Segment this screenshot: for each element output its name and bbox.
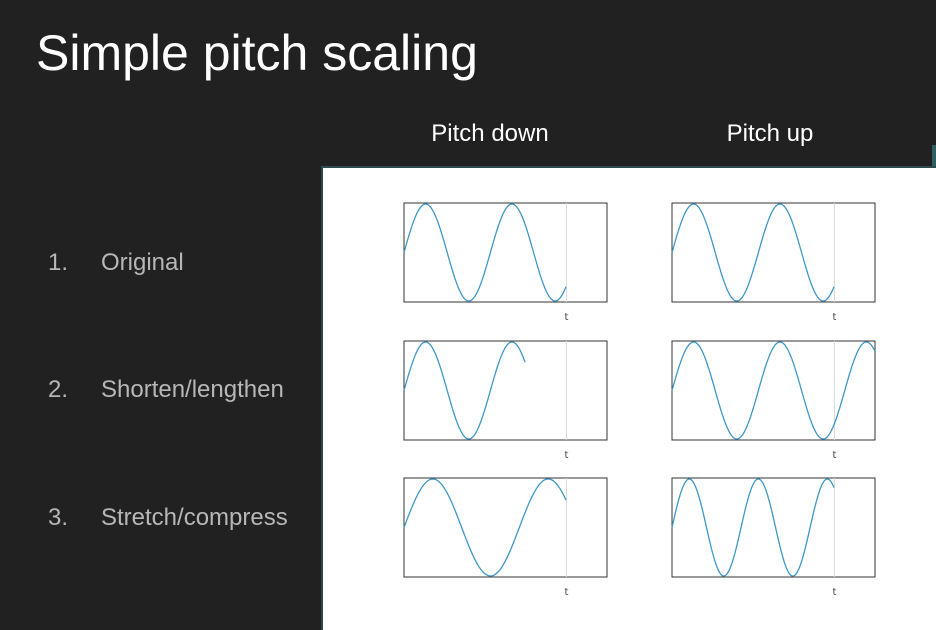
- x-axis-label-t: t: [832, 450, 836, 461]
- list-number: 2.: [48, 376, 69, 403]
- plot-frame: [403, 340, 608, 441]
- column-header-pitch-down: Pitch down: [431, 120, 549, 147]
- list-number: 1.: [48, 249, 69, 276]
- x-axis-label-t: t: [564, 312, 568, 323]
- list-item-original: 1. Original: [48, 249, 184, 277]
- x-axis-label-t: t: [832, 587, 836, 598]
- list-item-shorten-lengthen: 2. Shorten/lengthen: [48, 376, 284, 404]
- plot-frame: [671, 477, 876, 578]
- list-label: Shorten/lengthen: [101, 376, 284, 403]
- sine-wave-series: [671, 341, 876, 440]
- plot-row2-pitch-up: t: [671, 340, 876, 461]
- list-label: Original: [101, 249, 184, 276]
- page-title: Simple pitch scaling: [36, 25, 478, 81]
- sine-wave-series: [403, 341, 526, 440]
- plot-row2-pitch-down: t: [403, 340, 608, 461]
- list-label: Stretch/compress: [101, 504, 288, 531]
- sine-wave-series: [671, 203, 835, 302]
- list-number: 3.: [48, 504, 69, 531]
- plot-frame: [403, 202, 608, 303]
- plot-row1-pitch-up: t: [671, 202, 876, 323]
- plot-frame: [671, 202, 876, 303]
- plot-row3-pitch-up: t: [671, 477, 876, 598]
- list-item-stretch-compress: 3. Stretch/compress: [48, 504, 288, 532]
- sine-wave-series: [403, 478, 567, 577]
- column-header-pitch-up: Pitch up: [726, 120, 814, 147]
- sine-wave-series: [671, 478, 835, 577]
- x-axis-label-t: t: [832, 312, 836, 323]
- x-axis-label-t: t: [564, 587, 568, 598]
- plot-row1-pitch-down: t: [403, 202, 608, 323]
- sine-wave-series: [403, 203, 567, 302]
- plot-row3-pitch-down: t: [403, 477, 608, 598]
- plot-panel: [321, 166, 936, 630]
- x-axis-label-t: t: [564, 450, 568, 461]
- plot-frame: [403, 477, 608, 578]
